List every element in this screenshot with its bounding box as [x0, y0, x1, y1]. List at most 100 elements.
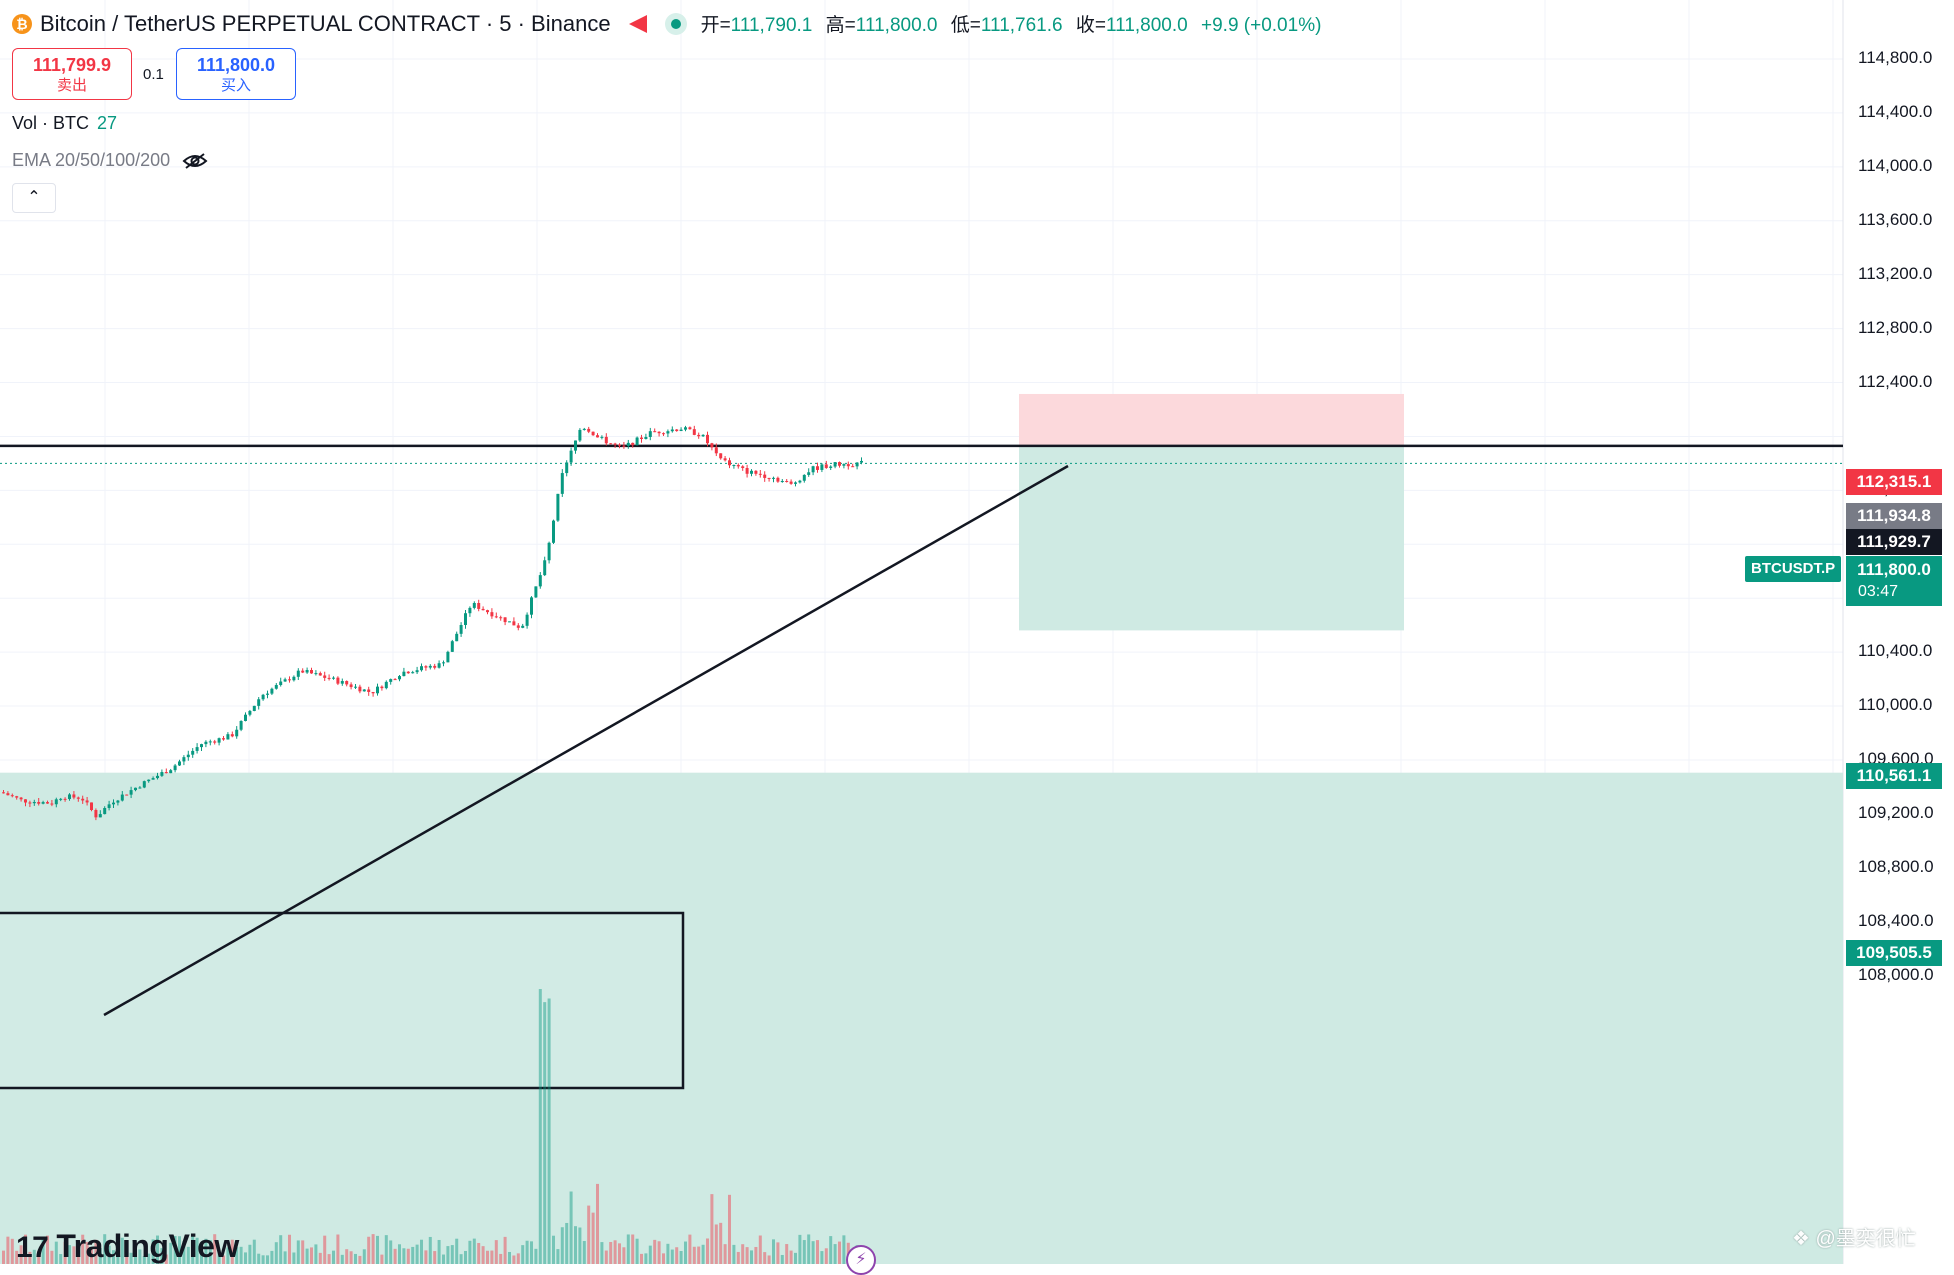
volume-bar: [274, 1242, 278, 1264]
candle-body: [116, 800, 120, 803]
candle-body: [406, 671, 410, 674]
candle-body: [763, 474, 767, 478]
volume-bar: [833, 1244, 837, 1264]
candle-body: [538, 575, 542, 587]
volume-bar: [776, 1242, 780, 1264]
candle-body: [820, 464, 824, 470]
volume-bar: [156, 1235, 159, 1264]
volume-bar: [710, 1194, 714, 1264]
volume-bar: [248, 1244, 252, 1264]
volume-bar: [292, 1252, 296, 1264]
symbol-title[interactable]: Bitcoin / TetherUS PERPETUAL CONTRACT · …: [40, 10, 611, 36]
candle-body: [732, 465, 736, 467]
volume-bar: [574, 1226, 577, 1264]
candle-body: [68, 794, 71, 800]
trendline-drawing[interactable]: [103, 464, 1069, 1017]
candle-body: [446, 651, 450, 663]
price-axis-tick: 113,600.0: [1858, 209, 1933, 229]
candle-body: [50, 803, 54, 805]
volume-bar: [406, 1248, 410, 1264]
candle-body: [204, 741, 208, 745]
buy-button[interactable]: 111,800.0 买入: [176, 48, 296, 100]
volume-bar: [481, 1246, 485, 1264]
candle-body: [565, 462, 569, 474]
candle-body: [490, 612, 494, 617]
volume-bar: [486, 1250, 489, 1264]
volume-bar: [389, 1240, 393, 1264]
tradingview-logo[interactable]: 17 TradingView: [16, 1228, 239, 1264]
price-axis-tick: 110,000.0: [1858, 695, 1933, 715]
flag-icon[interactable]: [628, 14, 647, 33]
volume-bar: [98, 1248, 102, 1264]
collapse-legend-button[interactable]: ⌃: [12, 183, 56, 213]
candle-body: [160, 772, 164, 776]
volume-bar: [24, 1234, 27, 1264]
candle-body: [525, 614, 529, 626]
candle-body: [728, 460, 731, 466]
volume-bar: [46, 1235, 49, 1264]
candle-body: [402, 671, 406, 677]
candle-body: [442, 662, 445, 664]
target-zone-drawing[interactable]: [1019, 445, 1404, 631]
candle-body: [28, 802, 32, 804]
candle-body: [626, 442, 630, 446]
volume-bar: [398, 1244, 401, 1264]
stop-zone-drawing[interactable]: [1019, 393, 1404, 446]
volume-bar: [59, 1254, 63, 1264]
candle-body: [213, 741, 217, 743]
range-box-drawing[interactable]: [0, 911, 685, 1090]
candle-body: [107, 804, 111, 809]
candle-body: [653, 431, 657, 433]
candle-body: [151, 778, 155, 780]
candle-body: [327, 677, 331, 679]
price-axis-tick: 108,000.0: [1858, 964, 1934, 984]
candle-body: [776, 477, 780, 482]
volume-bar: [503, 1236, 507, 1264]
candle-body: [19, 797, 23, 800]
volume-bar: [85, 1241, 89, 1264]
demand-zone-drawing[interactable]: [0, 772, 1843, 1264]
order-quantity[interactable]: 0.1: [143, 66, 164, 83]
candle-body: [582, 428, 586, 430]
candle-body: [754, 470, 758, 474]
candle-body: [552, 520, 555, 543]
ema-indicator-legend[interactable]: EMA 20/50/100/200: [12, 150, 208, 171]
candle-body: [274, 685, 278, 689]
volume-bar: [714, 1224, 718, 1264]
lightning-icon[interactable]: ⚡: [846, 1245, 876, 1275]
candle-body: [750, 470, 753, 474]
volume-bar: [591, 1212, 595, 1264]
candle-body: [640, 437, 643, 439]
candle-body: [648, 431, 652, 437]
volume-bar: [653, 1239, 657, 1264]
volume-bar: [772, 1239, 775, 1264]
candle-body: [767, 477, 771, 479]
candle-body: [516, 625, 520, 628]
buy-label: 买入: [220, 77, 251, 94]
volume-bar: [490, 1250, 494, 1264]
volume-bar: [692, 1246, 696, 1264]
candle-body: [301, 670, 305, 673]
candle-body: [622, 445, 626, 447]
volume-bar: [15, 1250, 19, 1264]
price-axis-tick: 114,000.0: [1858, 155, 1933, 175]
volume-bar: [794, 1252, 797, 1264]
eye-hidden-icon[interactable]: [182, 152, 208, 170]
candle-body: [521, 625, 525, 628]
candle-body: [15, 796, 19, 798]
volume-bar: [252, 1239, 256, 1264]
volume-indicator-legend[interactable]: Vol · BTC 27: [12, 113, 118, 133]
volume-bar: [666, 1243, 670, 1264]
candle-body: [499, 617, 503, 619]
volume-bar: [283, 1251, 287, 1264]
candle-body: [486, 610, 489, 613]
volume-bar: [802, 1240, 806, 1264]
volume-bar: [631, 1234, 635, 1264]
volume-bar: [604, 1250, 608, 1264]
candle-body: [248, 710, 252, 715]
horizontal-line-price-tag: 111,929.7: [1846, 529, 1942, 555]
sell-button[interactable]: 111,799.9 卖出: [12, 48, 132, 100]
volume-bar: [393, 1248, 397, 1264]
